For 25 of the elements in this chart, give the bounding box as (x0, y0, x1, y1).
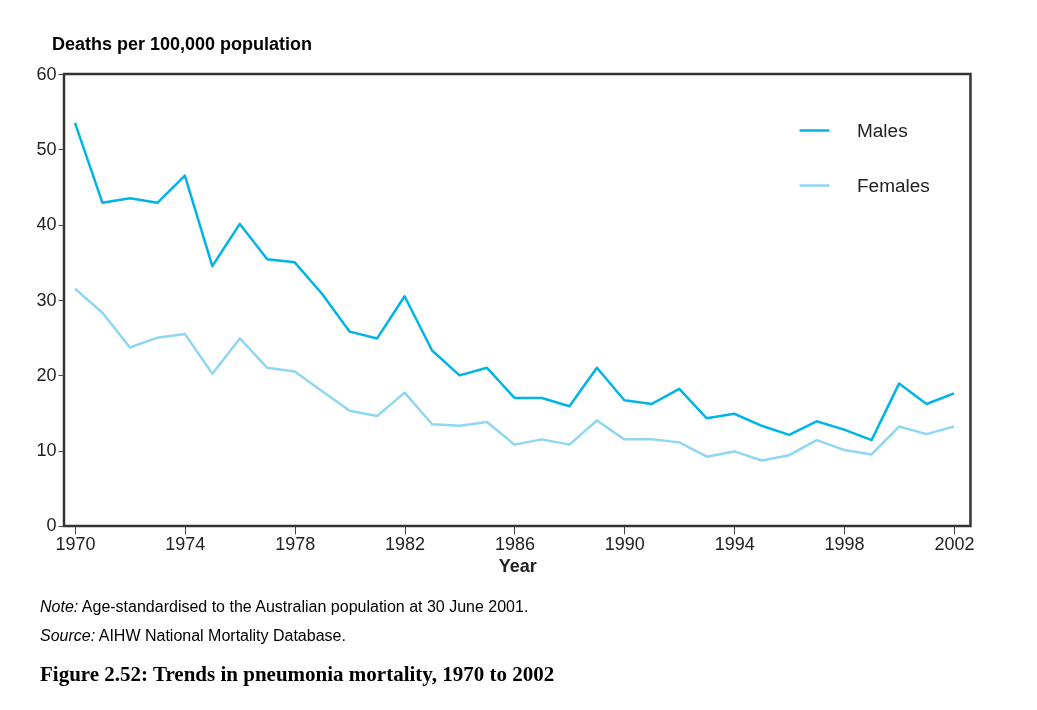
x-tick-label: 1970 (55, 534, 96, 555)
legend-label: Females (857, 174, 930, 196)
y-tick-label: 10 (36, 440, 57, 461)
text: Figure 2.52: Trends in pneumonia mortality, 1970 to 2002 (40, 662, 555, 687)
x-tick-label: 1994 (714, 534, 755, 555)
legend-label: Males (857, 119, 908, 141)
line-series (73, 121, 956, 442)
x-tick-label: 1974 (165, 534, 206, 555)
x-tick-label: 1998 (824, 534, 865, 555)
text: Note: Age-standardised to the Australian population at 30 June 2001. (40, 597, 529, 617)
y-tick-label: 60 (36, 63, 57, 84)
y-tick-label: 50 (36, 138, 57, 159)
x-tick-label: 1982 (385, 534, 426, 555)
y-tick-label: 40 (36, 214, 57, 235)
y-tick-label: 30 (36, 289, 57, 310)
y-tick-label: 0 (46, 515, 57, 536)
y-axis-title: Deaths per 100,000 population (52, 34, 313, 55)
x-axis-title: Year (498, 556, 537, 577)
y-tick-label: 20 (36, 364, 57, 385)
x-tick-label: 1990 (604, 534, 645, 555)
x-tick-label: 2002 (934, 534, 975, 555)
source-note: Source: AIHW National Mortality Database. (40, 626, 347, 646)
x-tick-label: 1986 (494, 534, 535, 555)
x-tick-label: 1978 (275, 534, 316, 555)
line-series (73, 287, 956, 462)
